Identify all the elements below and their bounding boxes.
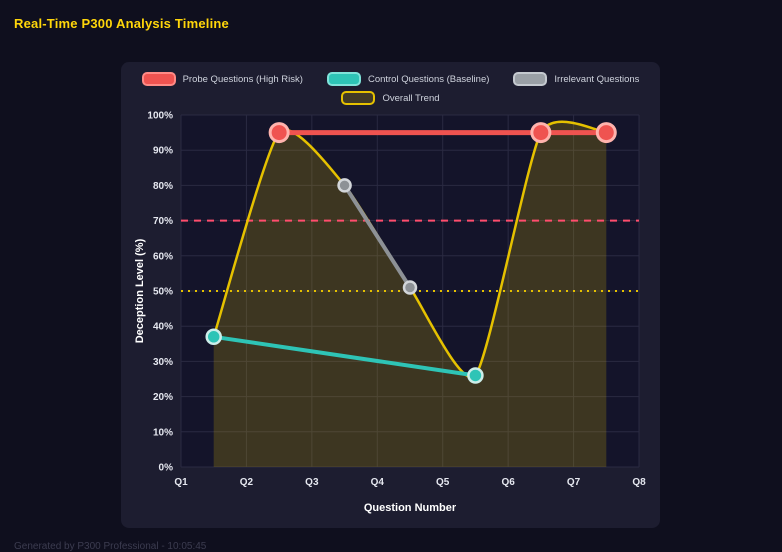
data-point[interactable] [466, 367, 484, 384]
y-tick-label: 80% [152, 181, 172, 192]
x-tick-label: Q6 [501, 477, 515, 488]
series-line-2 [342, 183, 412, 290]
data-point[interactable] [402, 280, 417, 295]
y-tick-label: 40% [152, 322, 172, 333]
y-tick-label: 100% [147, 111, 173, 122]
y-tick-label: 90% [152, 146, 172, 157]
legend-row: Probe Questions (High Risk) Control Quest… [121, 72, 660, 86]
legend-label: Probe Questions (High Risk) [182, 73, 303, 85]
legend-swatch-icon [341, 91, 376, 105]
data-point[interactable] [529, 122, 551, 144]
data-point[interactable] [595, 122, 617, 144]
x-tick-label: Q2 [239, 477, 253, 488]
x-tick-label: Q5 [436, 477, 450, 488]
footer-text: Generated by P300 Professional - 10:05:4… [14, 541, 207, 552]
chart-panel: Probe Questions (High Risk) Control Quest… [121, 62, 660, 528]
y-tick-label: 50% [152, 287, 172, 298]
legend-row: Overall Trend [121, 91, 660, 105]
legend-item-0[interactable]: Probe Questions (High Risk) [141, 72, 303, 86]
data-point[interactable] [268, 122, 290, 144]
y-tick-label: 60% [152, 251, 172, 262]
legend-label: Irrelevant Questions [554, 73, 640, 85]
y-tick-label: 30% [152, 357, 172, 368]
chart-legend: Probe Questions (High Risk) Control Quest… [121, 62, 660, 105]
x-tick-label: Q3 [305, 477, 319, 488]
legend-item-1[interactable]: Control Questions (Baseline) [326, 72, 490, 86]
legend-swatch-icon [141, 72, 176, 86]
page-title: Real-Time P300 Analysis Timeline [14, 16, 229, 31]
legend-label: Control Questions (Baseline) [367, 73, 490, 85]
data-point[interactable] [336, 178, 352, 193]
x-tick-label: Q1 [174, 477, 188, 488]
x-tick-label: Q7 [566, 477, 580, 488]
x-tick-label: Q4 [370, 477, 384, 488]
x-tick-label: Q8 [632, 477, 646, 488]
legend-swatch-icon [513, 72, 548, 86]
data-point[interactable] [204, 328, 222, 346]
series-line-1 [211, 334, 477, 378]
y-axis-title: Deception Level (%) [134, 238, 146, 343]
legend-item-3[interactable]: Overall Trend [341, 91, 440, 105]
y-tick-label: 10% [152, 427, 172, 438]
legend-item-2[interactable]: Irrelevant Questions [513, 72, 639, 86]
legend-swatch-icon [326, 72, 361, 86]
line-chart: Q1 Q2 Q3 Q4 Q5 Q6 Q7 Q8 0% 10% 20% 30% 40% 50% 60% 70% 8… [134, 111, 646, 515]
y-tick-label: 70% [152, 216, 172, 227]
y-tick-label: 20% [152, 392, 172, 403]
y-tick-label: 0% [158, 463, 173, 474]
legend-label: Overall Trend [382, 92, 440, 104]
x-axis-title: Question Number [363, 502, 456, 514]
